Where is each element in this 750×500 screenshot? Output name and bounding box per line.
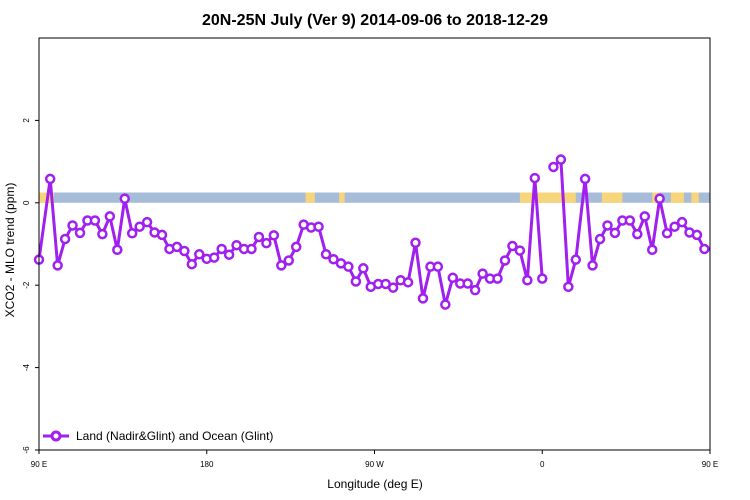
data-point <box>97 228 108 240</box>
data-point <box>469 284 481 296</box>
y-tick-label: 0 <box>22 200 31 205</box>
legend: Land (Nadir&Glint) and Ocean (Glint) <box>43 429 273 443</box>
land-segment <box>601 192 623 203</box>
data-point <box>548 161 559 173</box>
data-point <box>499 255 511 266</box>
data-point <box>186 258 198 270</box>
land-ocean-strip <box>39 192 710 203</box>
data-point <box>320 249 332 260</box>
legend-marker <box>50 430 62 442</box>
data-point <box>609 227 621 239</box>
x-tick-label: 90 E <box>702 460 718 469</box>
data-point <box>112 244 123 256</box>
data-point <box>529 172 541 184</box>
data-point <box>208 252 220 263</box>
data-point <box>358 263 369 274</box>
data-point <box>579 173 591 185</box>
data-point <box>59 233 71 245</box>
data-point <box>156 229 168 241</box>
y-axis-label: XCO2 - MLO trend (ppm) <box>3 183 17 318</box>
data-point <box>276 260 287 271</box>
data-point <box>514 245 526 256</box>
x-axis-label: Longitude (deg E) <box>327 477 422 491</box>
data-point <box>141 216 153 228</box>
data-point <box>246 243 257 255</box>
data-point <box>74 227 86 239</box>
data-point <box>343 261 354 272</box>
legend-label: Land (Nadir&Glint) and Ocean (Glint) <box>76 429 273 443</box>
data-point <box>44 173 56 185</box>
data-point <box>313 221 324 232</box>
data-point <box>253 231 265 243</box>
data-point <box>676 216 688 228</box>
x-tick-label: 180 <box>200 460 214 469</box>
data-point <box>537 273 548 284</box>
data-point <box>268 230 280 241</box>
land-segment <box>670 192 684 203</box>
data-point <box>179 245 190 257</box>
data-point <box>387 282 399 293</box>
land-segment <box>339 192 345 203</box>
data-point <box>119 193 130 204</box>
data-point <box>661 228 673 239</box>
y-tick-label: -2 <box>22 281 31 289</box>
data-point <box>492 273 503 284</box>
data-point <box>52 260 63 271</box>
y-tick-label: -4 <box>22 363 31 371</box>
data-point <box>104 211 116 222</box>
data-point <box>654 193 665 204</box>
data-point <box>223 249 235 260</box>
land-segment <box>305 192 315 203</box>
chart-title: 20N-25N July (Ver 9) 2014-09-06 to 2018-… <box>202 12 548 29</box>
data-point <box>563 281 574 293</box>
data-point <box>602 220 613 231</box>
data-point <box>570 254 582 265</box>
data-point <box>261 237 272 249</box>
data-point <box>89 215 101 226</box>
x-tick-label: 90 E <box>31 460 47 469</box>
data-point <box>699 243 710 255</box>
data-point <box>67 220 78 231</box>
data-point <box>639 211 651 222</box>
data-point <box>632 228 643 240</box>
ocean-band <box>39 192 710 203</box>
data-point <box>216 243 227 255</box>
data-point <box>587 260 598 271</box>
data-point <box>402 277 414 288</box>
data-point <box>417 293 429 304</box>
data-point <box>624 215 636 226</box>
x-tick-label: 90 W <box>365 460 384 469</box>
data-point <box>432 261 444 272</box>
land-segment <box>519 192 576 203</box>
data-point <box>283 255 295 266</box>
data-point <box>126 228 138 239</box>
data-point <box>507 240 518 252</box>
data-point <box>477 268 488 279</box>
y-tick-label: 2 <box>22 118 31 123</box>
land-segment <box>691 192 699 203</box>
series-layer <box>33 154 710 310</box>
data-point <box>350 276 362 287</box>
data-point <box>691 229 703 241</box>
data-point <box>594 233 606 245</box>
data-point <box>134 221 145 232</box>
data-point <box>290 241 302 253</box>
data-point <box>522 275 533 286</box>
data-point <box>328 253 339 265</box>
data-point <box>410 237 421 249</box>
data-point <box>447 272 459 284</box>
data-point <box>171 241 183 253</box>
data-point <box>462 278 473 289</box>
y-tick-label: -6 <box>22 446 31 454</box>
data-point <box>646 244 658 256</box>
data-point <box>555 154 567 165</box>
plot-frame <box>38 37 711 451</box>
data-point <box>669 221 680 232</box>
x-tick-label: 0 <box>540 460 545 469</box>
data-point <box>440 299 451 310</box>
data-point <box>194 249 205 260</box>
